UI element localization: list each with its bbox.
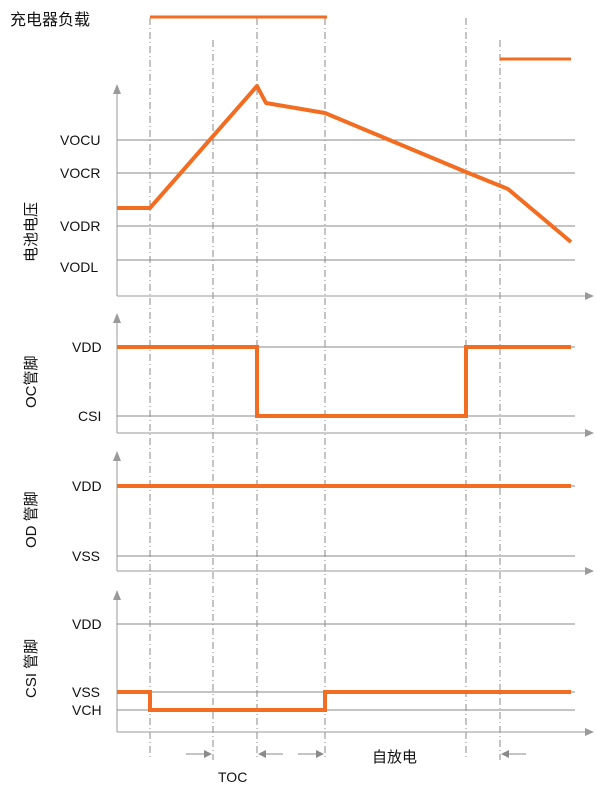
level-vodl: VODL (60, 259, 98, 275)
battery-y-arrow-icon (113, 84, 121, 94)
csi-pin-trace (117, 690, 571, 712)
oc-ylabel: OC管脚 (23, 355, 40, 408)
od-level-lines (117, 485, 575, 557)
oc-y-arrow-icon (113, 313, 121, 323)
level-vocr: VOCR (60, 165, 100, 181)
oc-axes (116, 318, 590, 434)
od-axes (116, 456, 590, 572)
level-od-vdd: VDD (72, 478, 102, 494)
csi-y-arrow-icon (113, 590, 121, 600)
battery-axes (116, 88, 590, 297)
level-od-vss: VSS (72, 548, 100, 564)
level-csi-vss: VSS (72, 684, 100, 700)
csi-panel: VDD VSS VCH CSI 管脚 (23, 590, 594, 736)
od-ylabel: OD 管脚 (23, 491, 40, 548)
level-vodr: VODR (60, 218, 100, 234)
discharge-end-arrow-icon (501, 750, 509, 758)
csi-ylabel: CSI 管脚 (23, 639, 40, 698)
battery-level-lines (117, 139, 575, 261)
battery-panel: VOCU VOCR VODR VODL 电池电压 (22, 84, 594, 300)
oc-level-lines (117, 346, 575, 417)
discharge-start-arrow-icon (316, 750, 324, 758)
battery-voltage-trace (117, 84, 573, 244)
self-discharge-label: 自放电 (372, 748, 417, 766)
od-y-arrow-icon (113, 451, 121, 461)
od-x-arrow-icon (585, 567, 594, 575)
level-vocu: VOCU (60, 132, 100, 148)
toc-start-arrow-icon (204, 750, 212, 758)
time-markers (149, 18, 501, 760)
oc-pin-trace (117, 345, 571, 418)
oc-panel: VDD CSI OC管脚 (23, 313, 594, 437)
toc-end-arrow-icon (258, 750, 266, 758)
level-csi-vdd: VDD (72, 616, 102, 632)
level-oc-vdd: VDD (72, 339, 102, 355)
csi-x-arrow-icon (585, 728, 594, 736)
charger-load-label: 充电器负载 (10, 10, 90, 29)
level-oc-csi: CSI (78, 408, 101, 424)
battery-x-arrow-icon (585, 292, 594, 300)
battery-ylabel: 电池电压 (22, 202, 40, 262)
csi-level-lines (117, 623, 575, 711)
csi-axes (116, 595, 590, 733)
toc-label: TOC (218, 769, 247, 785)
level-csi-vch: VCH (72, 702, 102, 718)
oc-x-arrow-icon (585, 429, 594, 437)
od-panel: VDD VSS OD 管脚 (23, 451, 594, 575)
timing-arrows (186, 750, 526, 758)
